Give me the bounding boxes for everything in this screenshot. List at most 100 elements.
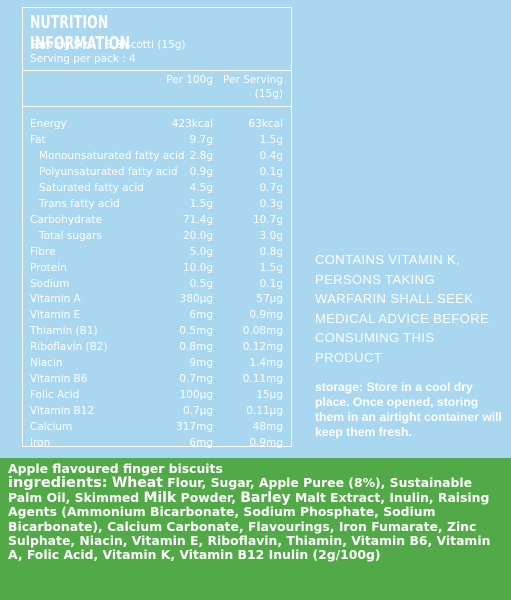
value-per-serving: 48mg [252,421,283,434]
nutrition-row: Saturated fatty acid 4.5g 0.7g [23,180,291,196]
nutrition-row: Fat 9.7g 1.5g [23,132,291,148]
nutrient-name: Saturated fatty acid [39,181,144,194]
value-per-serving: 15µg [256,389,283,402]
label-background [0,0,511,458]
value-per100g: 20.0g [182,229,213,242]
value-per100g: 0.7mg [179,373,213,386]
value-per-serving: 3.0g [259,229,283,242]
value-per100g: 1.5g [189,197,213,210]
header-divider-top [23,70,291,71]
nutrient-name: Vitamin B6 [30,373,88,386]
vitamin-k-warning: CONTAINS VITAMIN K, PERSONS TAKING WARFA… [315,252,490,365]
nutrient-name: Fat [30,133,46,146]
nutrition-row: Vitamin B12 0.7µg 0.11µg [23,403,291,419]
header-divider-bottom [23,106,291,107]
nutrition-row: Monounsaturated fatty acid 2.8g 0.4g [23,148,291,164]
value-per-serving: 57µg [256,293,283,306]
ingredients-section: Apple flavoured finger biscuits ingredie… [0,458,511,600]
column-header-per-serving: Per Serving [223,74,283,86]
nutrition-row: Sodium 0.5g 0.1g [23,276,291,292]
ingredients-line-4: Bicarbonate), Calcium Carbonate, Flavour… [8,518,477,534]
ingredients-text-4: Malt Extract, Inulin, Raising [290,489,490,505]
value-per-serving: 0.08mg [242,325,283,338]
value-per100g: 9mg [189,357,213,370]
allergen-barley: Barley [240,489,291,506]
ingredients-line-2: Palm Oil, Skimmed Milk Powder, Barley Ma… [8,489,490,506]
value-per-serving: 0.4g [259,149,283,162]
nutrition-row: Total sugars 20.0g 3.0g [23,228,291,244]
product-name: Apple flavoured finger biscuits [8,461,223,476]
storage-label: storage: [315,380,364,394]
nutrient-name: Total sugars [39,229,102,242]
nutrient-name: Sodium [30,277,70,290]
nutrition-row: Energy 423kcal 63kcal [23,116,291,132]
value-per100g: 380µg [179,293,213,306]
value-per-serving: 0.1g [259,277,283,290]
nutrient-name: Iron [30,437,51,449]
nutrition-row: Calcium 317mg 48mg [23,419,291,435]
value-per100g: 2.8g [189,149,213,162]
column-header-serving-size: (15g) [254,88,283,100]
nutrient-name: Riboflavin (B2) [30,341,108,354]
ingredients-label: ingredients: [8,475,108,492]
value-per100g: 100µg [179,389,213,402]
value-per-serving: 0.9mg [249,309,283,322]
nutrient-name: Vitamin A [30,293,81,306]
value-per100g: 317mg [176,421,213,434]
value-per100g: 5.0g [189,245,213,258]
ingredients-text-3: Powder, [176,489,241,505]
value-per100g: 0.7µg [182,405,213,418]
nutrition-row: Trans fatty acid 1.5g 0.3g [23,196,291,212]
storage-instructions: storage: Store in a cool dry place. Once… [315,380,507,440]
nutrient-name: Monounsaturated fatty acid [39,149,185,162]
value-per-serving: 1.5g [259,133,283,146]
nutrition-row: Thiamin (B1) 0.5mg 0.08mg [23,323,291,339]
value-per-serving: 0.11µg [246,405,283,418]
value-per100g: 0.5g [189,277,213,290]
value-per-serving: 1.5g [259,261,283,274]
ingredients-text-1: Flour, Sugar, Apple Puree (8%), Sustaina… [162,475,473,491]
value-per100g: 423kcal [171,118,213,130]
nutrient-name: Trans fatty acid [39,197,120,210]
nutrition-title: NUTRITION INFORMATION [30,12,131,54]
inulin-content: Inulin (2g/100g) [268,547,381,563]
value-per100g: 0.5mg [179,325,213,338]
ingredients-line-6: A, Folic Acid, Vitamin K, Vitamin B12 [8,547,265,563]
nutrition-row: Vitamin A 380µg 57µg [23,291,291,307]
ingredients-line-1: ingredients: Wheat Flour, Sugar, Apple P… [8,475,473,492]
nutrition-row: Riboflavin (B2) 0.8mg 0.12mg [23,339,291,355]
serving-per-pack: Serving per pack : 4 [30,53,136,65]
nutrient-name: Calcium [30,421,73,434]
value-per-serving: 0.8g [259,245,283,258]
ingredients-line-3: Agents (Ammonium Bicarbonate, Sodium Pho… [8,504,436,520]
value-per-serving: 0.12mg [242,341,283,354]
serving-size: Serving Size : 3 Biscotti (15g) [30,39,186,51]
value-per100g: 4.5g [189,181,213,194]
value-per100g: 71.4g [182,213,213,226]
ingredients-text-2: Palm Oil, Skimmed [8,489,144,505]
nutrient-name: Protein [30,261,67,274]
nutrient-name: Folic Acid [30,389,80,402]
storage-text: Store in a cool dry place. Once opened, … [315,380,502,439]
value-per100g: 0.9g [189,165,213,178]
nutrient-name: Polyunsaturated fatty acid [39,165,178,178]
value-per-serving: 0.1g [259,165,283,178]
value-per100g: 6mg [189,309,213,322]
nutrition-row: Vitamin B6 0.7mg 0.11mg [23,371,291,387]
value-per-serving: 10.7g [252,213,283,226]
nutrient-name: Vitamin B12 [30,405,95,418]
column-header-per100g: Per 100g [166,74,213,86]
nutrition-row: Vitamin E 6mg 0.9mg [23,307,291,323]
value-per-serving: 0.7g [259,181,283,194]
value-per-serving: 0.11mg [242,373,283,386]
allergen-wheat: Wheat [111,475,163,492]
nutrition-row: Fibre 5.0g 0.8g [23,244,291,260]
nutrient-name: Energy [30,118,67,130]
nutrition-row: Carbohydrate 71.4g 10.7g [23,212,291,228]
nutrition-row: Protein 10.0g 1.5g [23,260,291,276]
value-per100g: 9.7g [189,133,213,146]
nutrition-row: Niacin 9mg 1.4mg [23,355,291,371]
value-per100g: 0.8mg [179,341,213,354]
nutrition-row: Polyunsaturated fatty acid 0.9g 0.1g [23,164,291,180]
value-per-serving: 0.3g [259,197,283,210]
